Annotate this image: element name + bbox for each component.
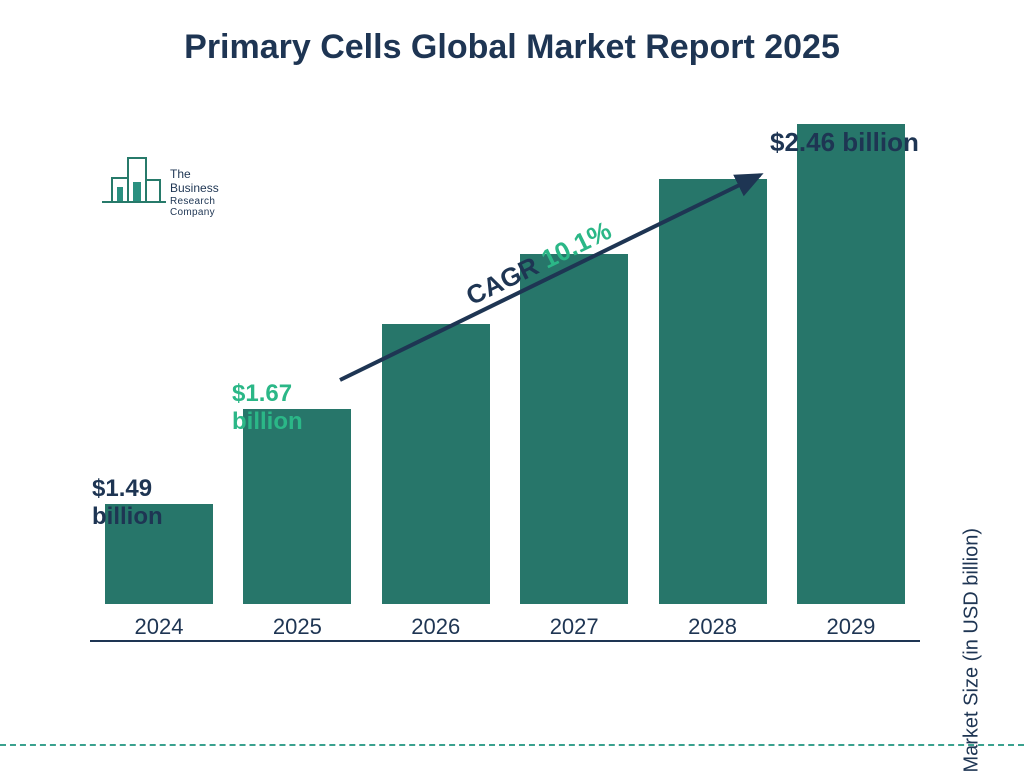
title-text: Primary Cells Global Market Report 2025 xyxy=(184,28,840,66)
xlabel-2029: 2029 xyxy=(826,614,875,640)
x-axis-line xyxy=(90,640,920,642)
bar-2029 xyxy=(797,124,905,604)
dl2-l1: $2.46 billion xyxy=(770,127,919,157)
bar-slot-2026: 2026 xyxy=(367,324,505,640)
bars-container: 2024 2025 2026 2027 2028 2029 xyxy=(90,120,920,640)
data-label-2024: $1.49 billion xyxy=(92,475,163,530)
page-title: Primary Cells Global Market Report 2025 xyxy=(0,28,1024,67)
bar-2027 xyxy=(520,254,628,604)
bar-2026 xyxy=(382,324,490,604)
xlabel-2028: 2028 xyxy=(688,614,737,640)
dl1-l2: billion xyxy=(232,408,303,435)
bar-slot-2028: 2028 xyxy=(644,179,782,640)
xlabel-2027: 2027 xyxy=(550,614,599,640)
data-label-2025: $1.67 billion xyxy=(232,380,303,435)
xlabel-2024: 2024 xyxy=(135,614,184,640)
bar-slot-2029: 2029 xyxy=(782,124,920,640)
xlabel-2026: 2026 xyxy=(411,614,460,640)
bar-slot-2027: 2027 xyxy=(505,254,643,640)
y-axis-label: Market Size (in USD billion) xyxy=(961,528,984,773)
page: Primary Cells Global Market Report 2025 … xyxy=(0,0,1024,768)
data-label-2029: $2.46 billion xyxy=(770,128,919,158)
bar-2028 xyxy=(659,179,767,604)
bottom-divider xyxy=(0,744,1024,746)
dl0-l1: $1.49 xyxy=(92,475,152,502)
xlabel-2025: 2025 xyxy=(273,614,322,640)
bar-2025 xyxy=(243,409,351,604)
bar-slot-2025: 2025 xyxy=(228,409,366,640)
dl0-l2: billion xyxy=(92,503,163,530)
bar-chart: 2024 2025 2026 2027 2028 2029 xyxy=(90,120,920,680)
dl1-l1: $1.67 xyxy=(232,380,292,407)
